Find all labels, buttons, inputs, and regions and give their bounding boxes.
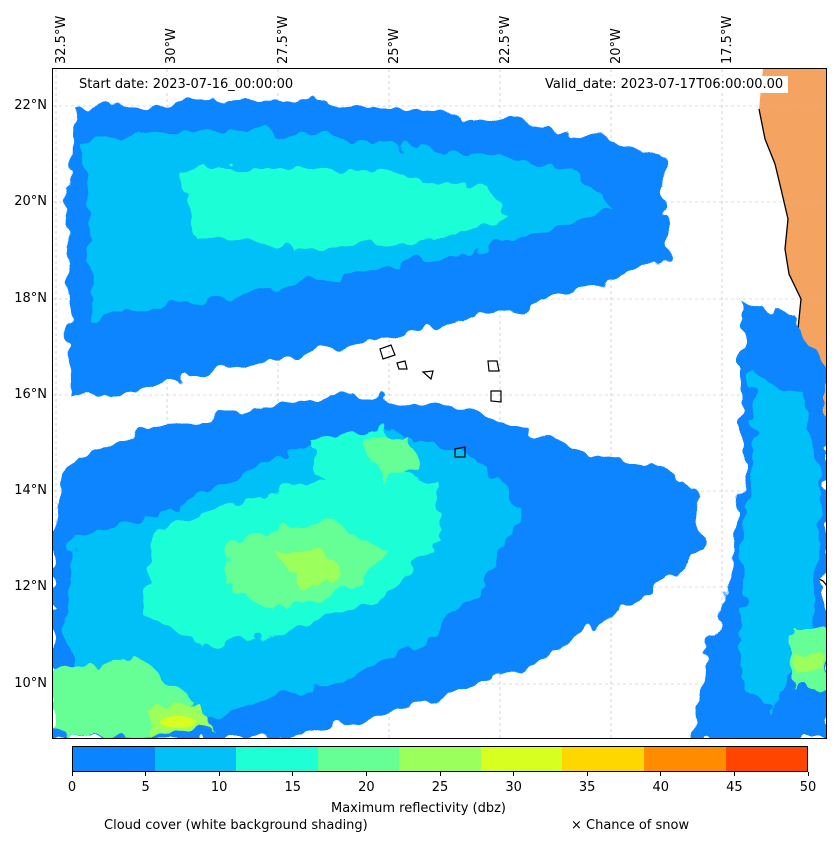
- lon-label-30w: 30°W: [164, 28, 179, 64]
- lat-label-14n: 14°N: [14, 483, 47, 498]
- map-canvas: [53, 69, 826, 738]
- lat-label-22n: 22°N: [14, 98, 47, 113]
- colorbar-tick-mark: [733, 772, 735, 776]
- colorbar-tick-mark: [218, 772, 220, 776]
- colorbar-tick-label: 30: [505, 780, 522, 795]
- colorbar-tick-label: 45: [726, 780, 743, 795]
- colorbar-tick-label: 35: [578, 780, 596, 795]
- cloud-cover-caption: Cloud cover (white background shading): [104, 818, 368, 833]
- colorbar-tick-mark: [586, 772, 588, 776]
- island-coastlines: [379, 344, 502, 458]
- colorbar-tick-label: 20: [358, 780, 375, 795]
- colorbar-segment: [317, 747, 400, 771]
- colorbar-segment: [399, 747, 481, 771]
- colorbar-tick-mark: [365, 772, 367, 776]
- lat-label-18n: 18°N: [14, 291, 47, 306]
- colorbar-label: Maximum reflectivity (dbz): [331, 801, 506, 816]
- lon-label-17.5w: 17.5°W: [720, 15, 735, 64]
- colorbar-segment: [480, 747, 563, 771]
- colorbar-tick-label: 25: [431, 780, 449, 795]
- colorbar-tick-label: 5: [141, 780, 150, 795]
- colorbar-tick-label: 10: [210, 780, 228, 795]
- start-date-label: Start date: 2023-07-16_00:00:00: [74, 76, 299, 93]
- colorbar-tick-label: 15: [284, 780, 302, 795]
- lat-label-12n: 12°N: [14, 579, 47, 594]
- lon-label-25w: 25°W: [387, 28, 402, 64]
- colorbar-tick-mark: [71, 772, 73, 776]
- lon-label-22.5w: 22.5°W: [498, 15, 513, 64]
- colorbar-tick-label: 50: [799, 780, 817, 795]
- colorbar-segment: [154, 747, 237, 771]
- colorbar-tick-label: 40: [652, 780, 670, 795]
- land-area: [759, 69, 826, 427]
- colorbar-tick-label: 0: [67, 780, 77, 795]
- colorbar-segment: [725, 747, 808, 771]
- colorbar-tick-mark: [513, 772, 515, 776]
- colorbar-tick-mark: [439, 772, 441, 776]
- colorbar-tick-mark: [660, 772, 662, 776]
- reflectivity-map: [52, 68, 827, 739]
- colorbar-tick-mark: [292, 772, 294, 776]
- lat-label-16n: 16°N: [14, 387, 47, 402]
- reflectivity-colorbar: [72, 746, 808, 772]
- snow-legend-caption: × Chance of snow: [571, 818, 690, 833]
- colorbar-tick-mark: [145, 772, 147, 776]
- lat-label-10n: 10°N: [14, 676, 47, 691]
- lon-label-27.5w: 27.5°W: [276, 15, 291, 64]
- reflectivity-30-35: [160, 716, 196, 728]
- colorbar-segment: [562, 747, 644, 771]
- colorbar-segment: [236, 747, 318, 771]
- lon-label-20w: 20°W: [609, 28, 624, 64]
- lat-label-20n: 20°N: [14, 194, 47, 209]
- colorbar-tick-mark: [807, 772, 809, 776]
- colorbar-segment: [73, 747, 155, 771]
- valid-date-label: Valid_date: 2023-07-17T06:00:00.00: [540, 76, 789, 93]
- lon-label-32.5w: 32.5°W: [54, 15, 69, 64]
- colorbar-segment: [643, 747, 726, 771]
